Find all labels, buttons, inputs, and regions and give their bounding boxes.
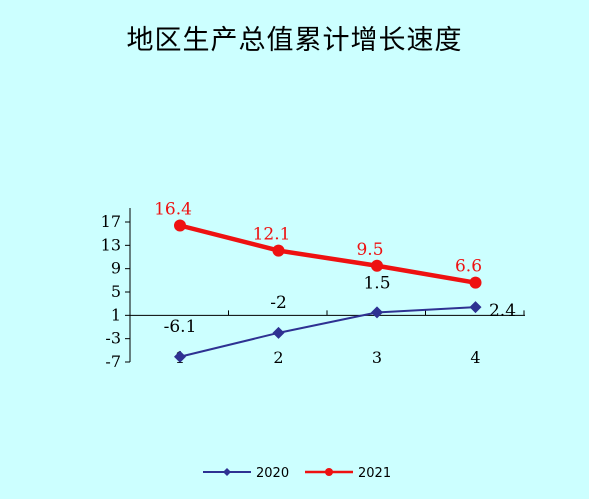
y-tick-label: 13 [101,235,121,254]
legend-item-2021-label: 2021 [358,466,391,481]
y-tick-label: 17 [101,212,121,231]
series-2020-label: -6.1 [164,317,197,337]
series-2021-label: 12.1 [253,225,291,245]
series-layer [174,219,482,363]
series-2021-line [179,223,476,285]
series-2020-label: -2 [270,293,287,313]
series-2020-point [174,350,186,363]
series-2020-label: 1.5 [363,273,390,293]
chart-title: 地区生产总值累计增长速度 [126,25,463,56]
series-2020-label: 2.4 [489,301,516,321]
series-2021-label: 9.5 [356,240,383,260]
series-2021-point [174,219,186,232]
y-tick-label: 1 [111,305,121,324]
series-2020-point [371,306,383,319]
x-tick-label: 3 [372,348,382,367]
series-2020-point [272,326,285,339]
y-tick-label: -7 [105,352,121,371]
y-tick-label: 5 [111,282,121,301]
y-tick-label: 9 [111,259,121,278]
series-2021-point [371,259,383,272]
x-tick-label: 2 [273,348,283,367]
series-2021-label: 6.6 [455,257,482,277]
series-2021-point [469,276,482,289]
series-2020-line [179,306,476,358]
legend: 2020 2021 [203,466,391,481]
legend-item-2020-label: 2020 [256,466,289,481]
y-tick-label: -3 [105,329,121,348]
series-2020-point [469,301,482,314]
series-2021-point [272,244,285,257]
series-2021-label: 16.4 [154,200,192,220]
x-tick-label: 4 [470,348,480,367]
labels-layer: -6.1 -2 1.5 2.4 16.4 12.1 9.5 6.6 [154,200,516,337]
legend-item-2020-marker [223,468,231,476]
legend-item-2021-marker [325,468,333,476]
